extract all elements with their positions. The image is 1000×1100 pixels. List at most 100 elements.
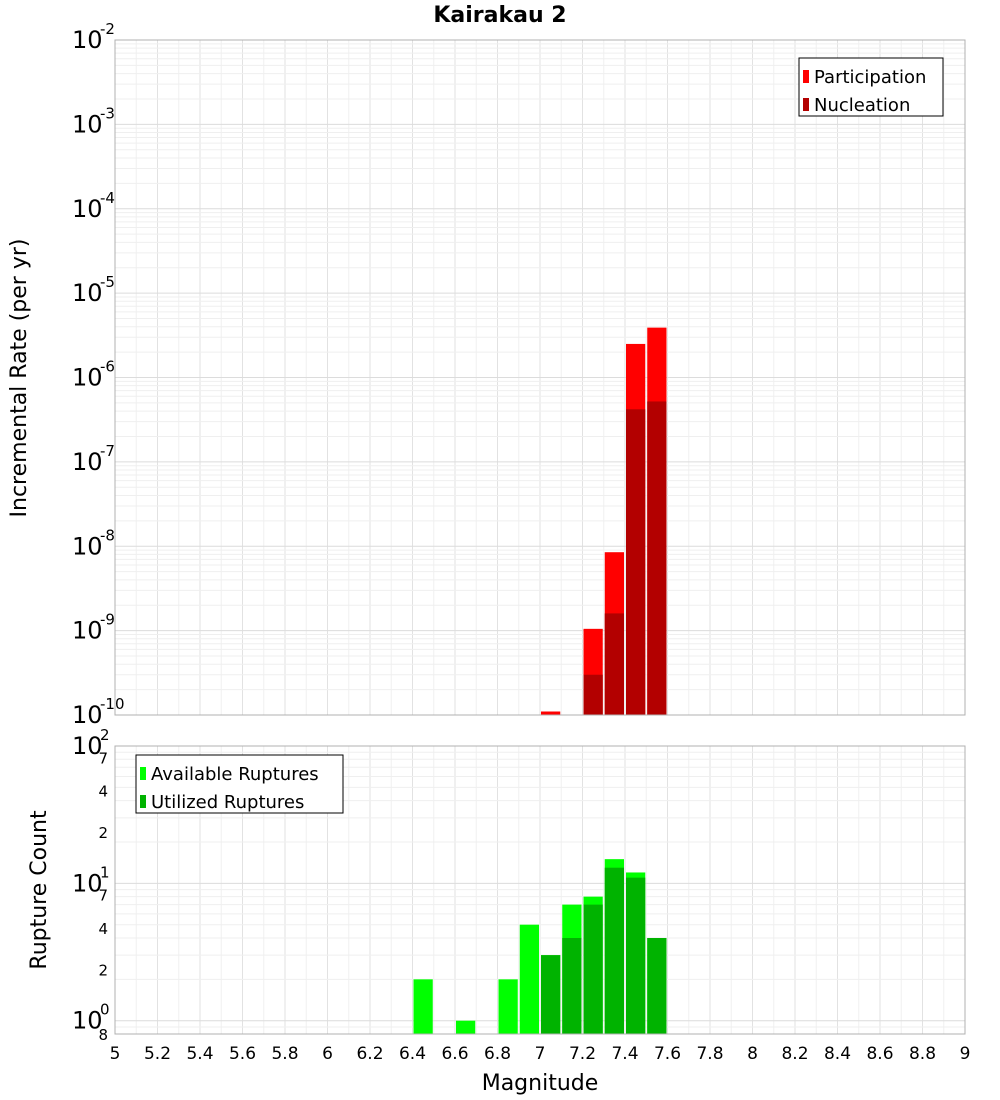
rate-y-tick-base: 10 (72, 617, 103, 645)
count-legend-box (135, 754, 344, 814)
rate-y-tick-exponent: -5 (100, 273, 115, 291)
rate-y-tick-base: 10 (72, 26, 103, 54)
rate-y-tick-label: 10-8 (72, 526, 115, 560)
rate-y-tick-exponent: -7 (100, 442, 115, 460)
rate-bar-s2 (626, 409, 646, 715)
rate-y-ticks: 10-210-310-410-510-610-710-810-910-10 (72, 20, 125, 729)
rate-y-tick-exponent: -3 (100, 104, 115, 122)
rate-y-axis-label: Incremental Rate (per yr) (7, 239, 32, 518)
rate-y-tick-exponent: -10 (100, 695, 125, 713)
x-tick-label: 8 (747, 1044, 758, 1064)
count-legend-swatch (140, 795, 146, 808)
x-tick-label: 6.8 (484, 1044, 511, 1064)
rate-legend-label: Nucleation (814, 95, 910, 116)
count-bar-s1 (519, 924, 539, 1034)
x-tick-label: 8.4 (824, 1044, 851, 1064)
count-y-tick-minor: 7 (98, 887, 108, 905)
count-bar-s1 (456, 1020, 476, 1034)
count-y-tick-minor: 2 (98, 824, 108, 842)
count-bar-s2 (604, 867, 624, 1034)
count-y-tick-base: 10 (72, 732, 103, 760)
x-tick-label: 6.2 (356, 1044, 383, 1064)
count-legend-swatch (140, 767, 146, 780)
count-y-tick-label: 100 (72, 1001, 110, 1035)
rate-y-tick-base: 10 (72, 532, 103, 560)
count-y-axis-label: Rupture Count (27, 810, 52, 970)
rate-bar-s2 (604, 613, 624, 715)
x-tick-label: 6 (322, 1044, 333, 1064)
rate-y-tick-label: 10-3 (72, 104, 115, 138)
x-tick-label: 7 (535, 1044, 546, 1064)
count-legend-label: Available Ruptures (151, 764, 319, 785)
rate-y-tick-base: 10 (72, 279, 103, 307)
count-y-tick-minor: 8 (98, 1026, 108, 1044)
rate-y-tick-exponent: -4 (100, 189, 115, 207)
count-y-tick-exponent: 2 (100, 726, 110, 744)
x-tick-label: 8.6 (866, 1044, 893, 1064)
rate-y-tick-label: 10-7 (72, 442, 115, 476)
rate-y-tick-base: 10 (72, 448, 103, 476)
rate-legend-swatch (803, 70, 809, 83)
count-plot-frame (114, 745, 966, 1035)
rate-plot-panel: 10-210-310-410-510-610-710-810-910-10 In… (7, 20, 966, 729)
count-bar-s2 (541, 955, 561, 1034)
rate-y-tick-label: 10-5 (72, 273, 115, 307)
rate-y-tick-label: 10-9 (72, 611, 115, 645)
rate-y-tick-base: 10 (72, 364, 103, 392)
count-y-tick-label: 101 (72, 863, 110, 897)
rate-bar-s2 (583, 674, 603, 715)
rate-y-tick-exponent: -2 (100, 20, 115, 38)
count-bar-s2 (583, 904, 603, 1034)
x-tick-label: 7.8 (696, 1044, 723, 1064)
count-y-tick-exponent: 0 (100, 1001, 110, 1019)
rate-y-tick-exponent: -6 (100, 358, 115, 376)
rate-plot-frame (114, 39, 966, 716)
x-tick-label: 5 (110, 1044, 121, 1064)
count-legend: Available Ruptures Utilized Ruptures (135, 754, 344, 814)
rate-y-tick-base: 10 (72, 701, 103, 729)
x-axis-ticks: 5 5.2 5.4 5.6 5.8 6 6.2 6.4 6.6 6.8 7 7.2 7.4 7.6 7.8 8… (110, 1044, 971, 1064)
rate-bar-s1 (541, 711, 561, 715)
rate-y-tick-label: 10-6 (72, 358, 115, 392)
x-axis-label: Magnitude (482, 1071, 599, 1096)
rate-y-tick-label: 10-10 (72, 695, 125, 729)
x-tick-label: 5.4 (186, 1044, 213, 1064)
x-tick-label: 8.8 (909, 1044, 936, 1064)
count-y-tick-minor: 2 (98, 961, 108, 979)
rate-y-tick-base: 10 (72, 110, 103, 138)
count-y-tick-base: 10 (72, 1007, 103, 1035)
count-plot-bars (413, 859, 667, 1034)
x-tick-label: 6.6 (441, 1044, 468, 1064)
count-bar-s1 (413, 979, 433, 1034)
rate-y-tick-label: 10-2 (72, 20, 115, 54)
count-y-tick-exponent: 1 (100, 863, 110, 881)
x-tick-label: 5.6 (229, 1044, 256, 1064)
count-y-tick-minor: 4 (98, 920, 108, 938)
rate-y-tick-base: 10 (72, 195, 103, 223)
count-bar-s2 (562, 938, 582, 1034)
count-y-tick-minor: 7 (98, 749, 108, 767)
rate-y-tick-exponent: -9 (100, 611, 115, 629)
x-tick-label: 7.4 (611, 1044, 638, 1064)
x-tick-label: 8.2 (781, 1044, 808, 1064)
rate-plot-bars (541, 327, 667, 715)
x-tick-label: 7.2 (569, 1044, 596, 1064)
rate-legend-label: Participation (814, 67, 926, 88)
count-bar-s2 (647, 938, 667, 1034)
x-tick-label: 6.4 (399, 1044, 426, 1064)
count-bar-s2 (626, 877, 646, 1034)
count-y-tick-base: 10 (72, 869, 103, 897)
count-bar-s1 (498, 979, 518, 1034)
rate-bar-s2 (647, 401, 667, 715)
x-tick-label: 7.6 (654, 1044, 681, 1064)
rate-plot-grid (114, 40, 966, 716)
rate-y-tick-exponent: -8 (100, 526, 115, 544)
chart-title: Kairakau 2 (433, 3, 566, 28)
count-y-tick-minor: 4 (98, 783, 108, 801)
rate-legend: Participation Nucleation (798, 57, 944, 117)
x-tick-label: 5.2 (144, 1044, 171, 1064)
rate-legend-swatch (803, 98, 809, 111)
count-y-tick-label: 102 (72, 726, 110, 760)
